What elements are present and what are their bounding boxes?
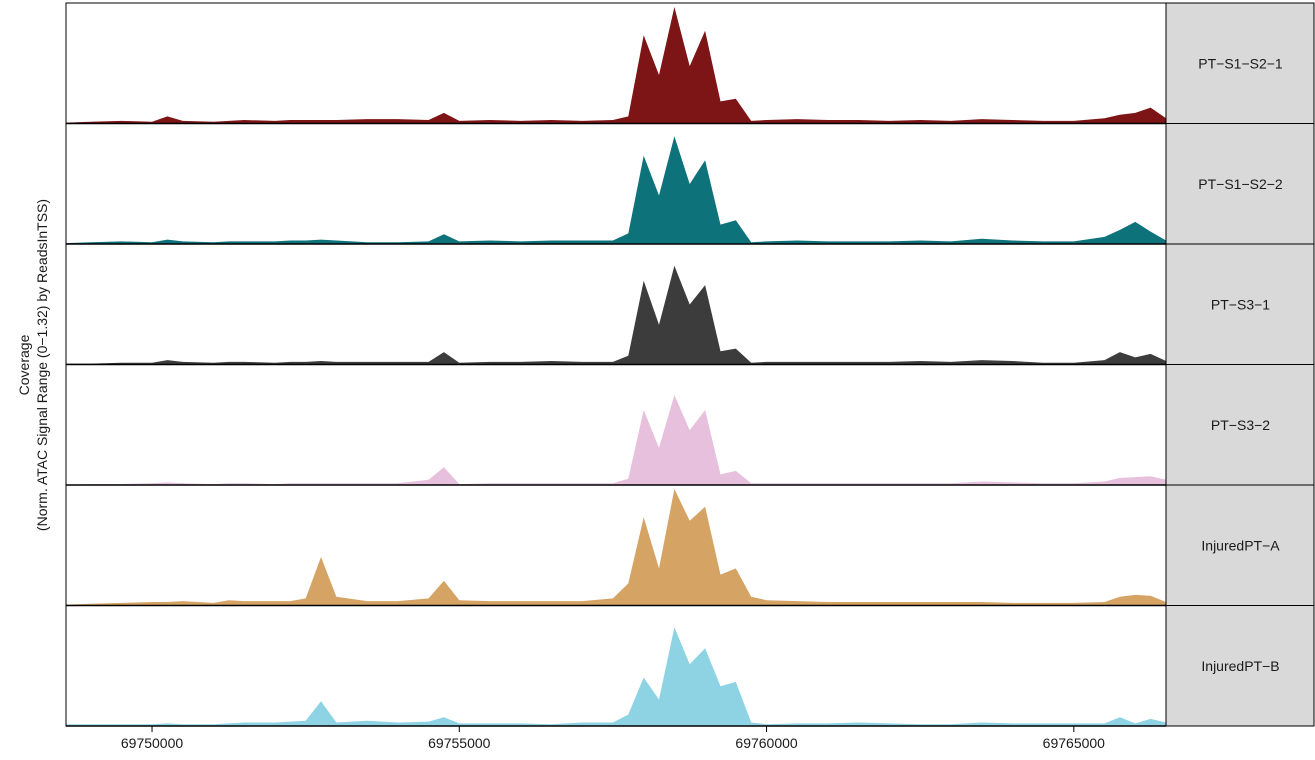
x-tick-label: 69760000 (735, 735, 798, 751)
track-panel: PT−S3−1 (65, 243, 1315, 366)
track-panel: InjuredPT−B (65, 605, 1315, 727)
ylabel-line1: Coverage (16, 334, 32, 395)
panel-frame (65, 2, 1167, 124)
track-panel: InjuredPT−A (65, 484, 1315, 607)
x-tick-label: 69755000 (428, 735, 491, 751)
track-panels: PT−S1−S2−1 PT−S1−S2−2 PT−S3−1 PT−S3−2 Injure… (65, 2, 1315, 727)
x-axis: 69750000 69755000 69760000 69765000 (121, 726, 1105, 751)
ylabel-line2: (Norm. ATAC Signal Range (0−1.32) by Rea… (34, 199, 50, 531)
strip-label: PT−S3−1 (1211, 296, 1270, 312)
strip-background (1165, 123, 1315, 245)
y-axis-label: Coverage (Norm. ATAC Signal Range (0−1.3… (16, 199, 50, 531)
strip-label: InjuredPT−A (1201, 537, 1280, 553)
panel-frame (65, 123, 1167, 245)
coverage-area (66, 7, 1166, 124)
strip-background (1165, 364, 1315, 486)
coverage-area (66, 395, 1166, 485)
panel-frame (65, 484, 1167, 606)
strip-label: PT−S1−S2−2 (1198, 176, 1283, 192)
panel-frame (65, 605, 1167, 727)
x-tick-label: 69765000 (1043, 735, 1106, 751)
strip-background (1165, 605, 1315, 727)
strip-background (1165, 243, 1315, 365)
panel-frame (65, 243, 1167, 365)
coverage-area (66, 627, 1166, 726)
track-panel: PT−S3−2 (65, 364, 1315, 486)
coverage-area (66, 136, 1166, 244)
strip-label: PT−S1−S2−1 (1198, 55, 1283, 71)
strip-label: PT−S3−2 (1211, 417, 1270, 433)
strip-background (1165, 484, 1315, 606)
x-tick-label: 69750000 (121, 735, 184, 751)
coverage-area (66, 489, 1166, 606)
coverage-area (66, 265, 1166, 365)
track-panel: PT−S1−S2−2 (65, 123, 1315, 245)
strip-label: InjuredPT−B (1201, 658, 1279, 674)
track-panel: PT−S1−S2−1 (65, 2, 1315, 125)
panel-frame (65, 364, 1167, 486)
